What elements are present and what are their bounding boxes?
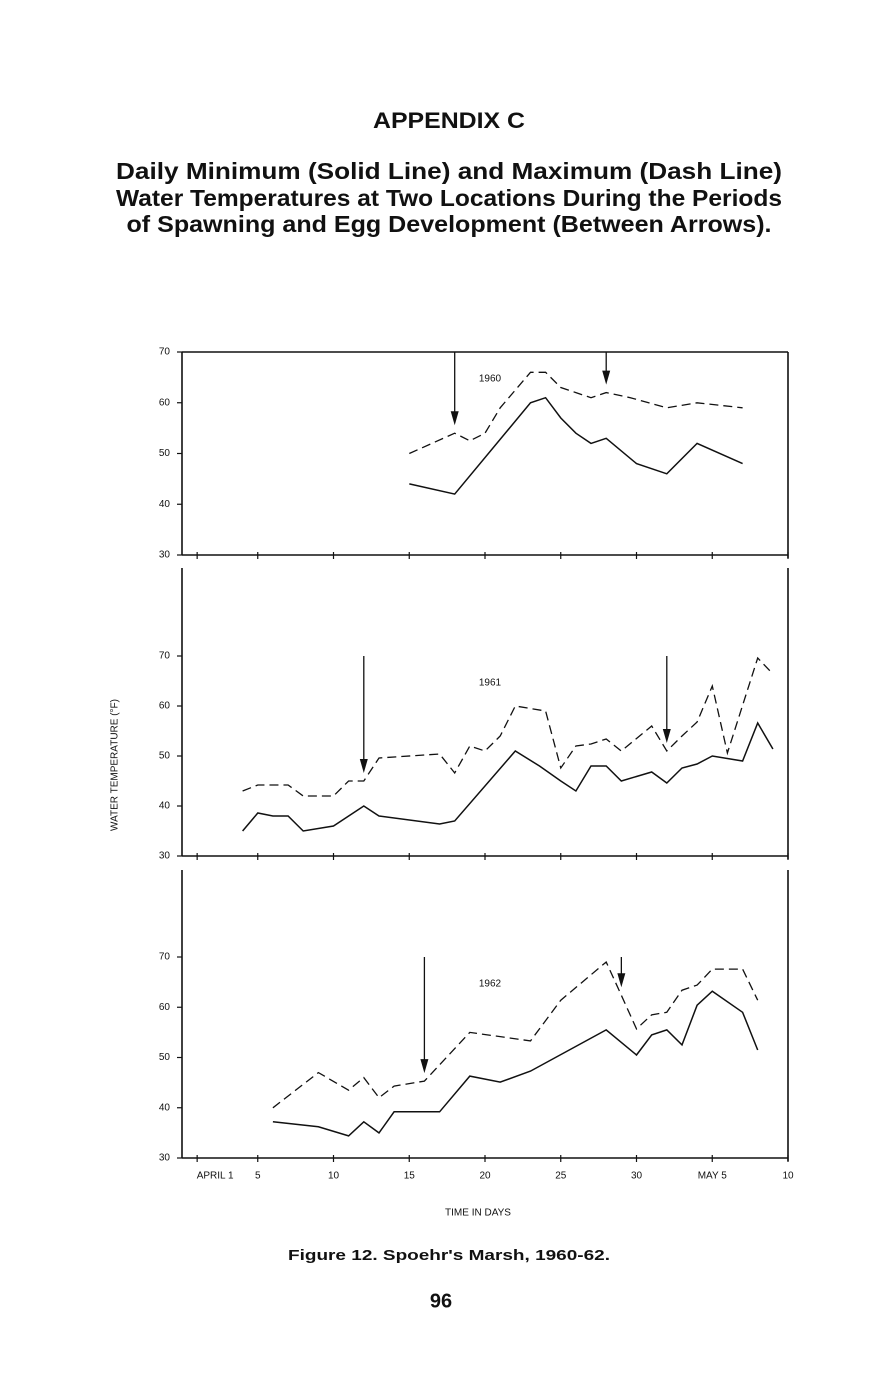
- y-axis-label: WATER TEMPERATURE (°F): [110, 699, 121, 831]
- x-tick-label: 5: [255, 1171, 261, 1182]
- subtitle-line: Daily Minimum (Solid Line) and Maximum (…: [116, 158, 782, 184]
- subtitle-line: of Spawning and Egg Development (Between…: [127, 211, 772, 237]
- spawning-arrow: [617, 957, 626, 988]
- y-tick-label: 30: [159, 851, 171, 862]
- y-tick-label: 60: [159, 1002, 171, 1013]
- panel-year: 1962: [479, 979, 502, 990]
- y-tick-label: 70: [159, 651, 171, 662]
- x-tick-label: 15: [404, 1171, 416, 1182]
- y-tick-label: 50: [159, 751, 171, 762]
- x-tick-label: MAY 5: [698, 1171, 728, 1182]
- spawning-arrow: [602, 352, 611, 385]
- y-tick-label: 50: [159, 1052, 171, 1063]
- panel-year: 1961: [479, 678, 502, 689]
- y-tick-label: 40: [159, 801, 171, 812]
- page-number: 96: [430, 1290, 452, 1312]
- minimum-line: [242, 721, 774, 832]
- y-tick-label: 40: [159, 1102, 171, 1113]
- maximum-line: [242, 656, 774, 797]
- spawning-arrow: [450, 352, 459, 426]
- minimum-line: [409, 396, 743, 495]
- maximum-line: [409, 371, 743, 455]
- x-tick-label: APRIL 1: [197, 1171, 234, 1182]
- appendix-title: APPENDIX C: [373, 108, 525, 133]
- minimum-line: [272, 990, 759, 1137]
- y-tick-label: 60: [159, 701, 171, 712]
- x-tick-label: 10: [782, 1171, 794, 1182]
- x-tick-label: 10: [328, 1171, 340, 1182]
- subtitle-line: Water Temperatures at Two Locations Duri…: [116, 185, 782, 211]
- y-tick-label: 40: [159, 499, 171, 510]
- spawning-arrow: [420, 957, 429, 1074]
- y-tick-label: 70: [159, 347, 171, 358]
- spawning-arrow: [662, 656, 671, 743]
- x-tick-label: 20: [479, 1171, 491, 1182]
- x-axis-label: TIME IN DAYS: [445, 1208, 511, 1219]
- y-tick-label: 70: [159, 952, 171, 963]
- x-tick-label: 25: [555, 1171, 567, 1182]
- x-tick-label: 30: [631, 1171, 643, 1182]
- y-tick-label: 60: [159, 397, 171, 408]
- y-tick-label: 30: [159, 550, 171, 561]
- y-tick-label: 50: [159, 448, 171, 459]
- spawning-arrow: [359, 656, 368, 773]
- panel-year: 1960: [479, 374, 502, 385]
- y-tick-label: 30: [159, 1153, 171, 1164]
- maximum-line: [272, 960, 759, 1109]
- figure-caption: Figure 12. Spoehr's Marsh, 1960-62.: [288, 1247, 610, 1264]
